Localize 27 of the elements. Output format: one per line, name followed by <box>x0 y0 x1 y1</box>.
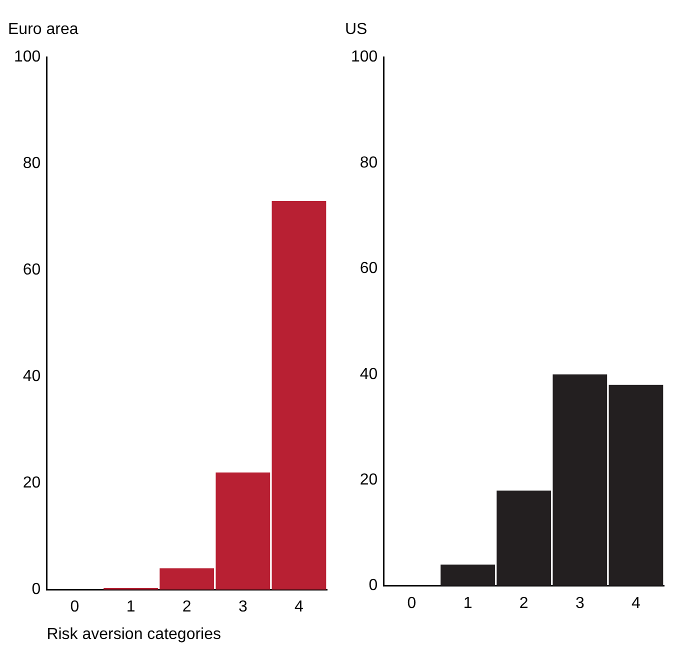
x-tick-label: 4 <box>294 598 304 616</box>
y-tick-label: 40 <box>22 368 41 386</box>
chart-title: US <box>345 21 368 38</box>
x-tick-label: 2 <box>519 594 528 612</box>
x-axis-title: Risk aversion categories <box>46 626 221 643</box>
chart-title: Euro area <box>8 21 78 38</box>
y-tick-label: 20 <box>360 471 378 488</box>
bar <box>272 200 326 590</box>
x-tick-label: 0 <box>70 598 80 616</box>
x-tick-label: 2 <box>182 598 192 616</box>
y-tick-label: 0 <box>368 577 378 594</box>
y-tick-label: 40 <box>360 366 378 383</box>
x-tick-label: 3 <box>238 598 248 616</box>
y-tick-label: 100 <box>14 48 41 66</box>
x-tick-label: 1 <box>126 598 136 616</box>
x-tick-label: 1 <box>463 594 472 612</box>
y-tick-label: 0 <box>32 581 41 598</box>
y-tick-label: 20 <box>22 474 41 492</box>
x-tick-label: 4 <box>632 594 641 612</box>
y-tick-label: 60 <box>360 260 378 278</box>
y-tick-label: 60 <box>22 262 41 279</box>
y-tick-label: 80 <box>360 154 378 172</box>
bar <box>608 384 664 586</box>
y-tick-label: 80 <box>22 155 41 172</box>
y-tick-label: 100 <box>350 48 378 66</box>
x-tick-label: 3 <box>575 594 584 612</box>
x-tick-label: 0 <box>407 594 416 612</box>
